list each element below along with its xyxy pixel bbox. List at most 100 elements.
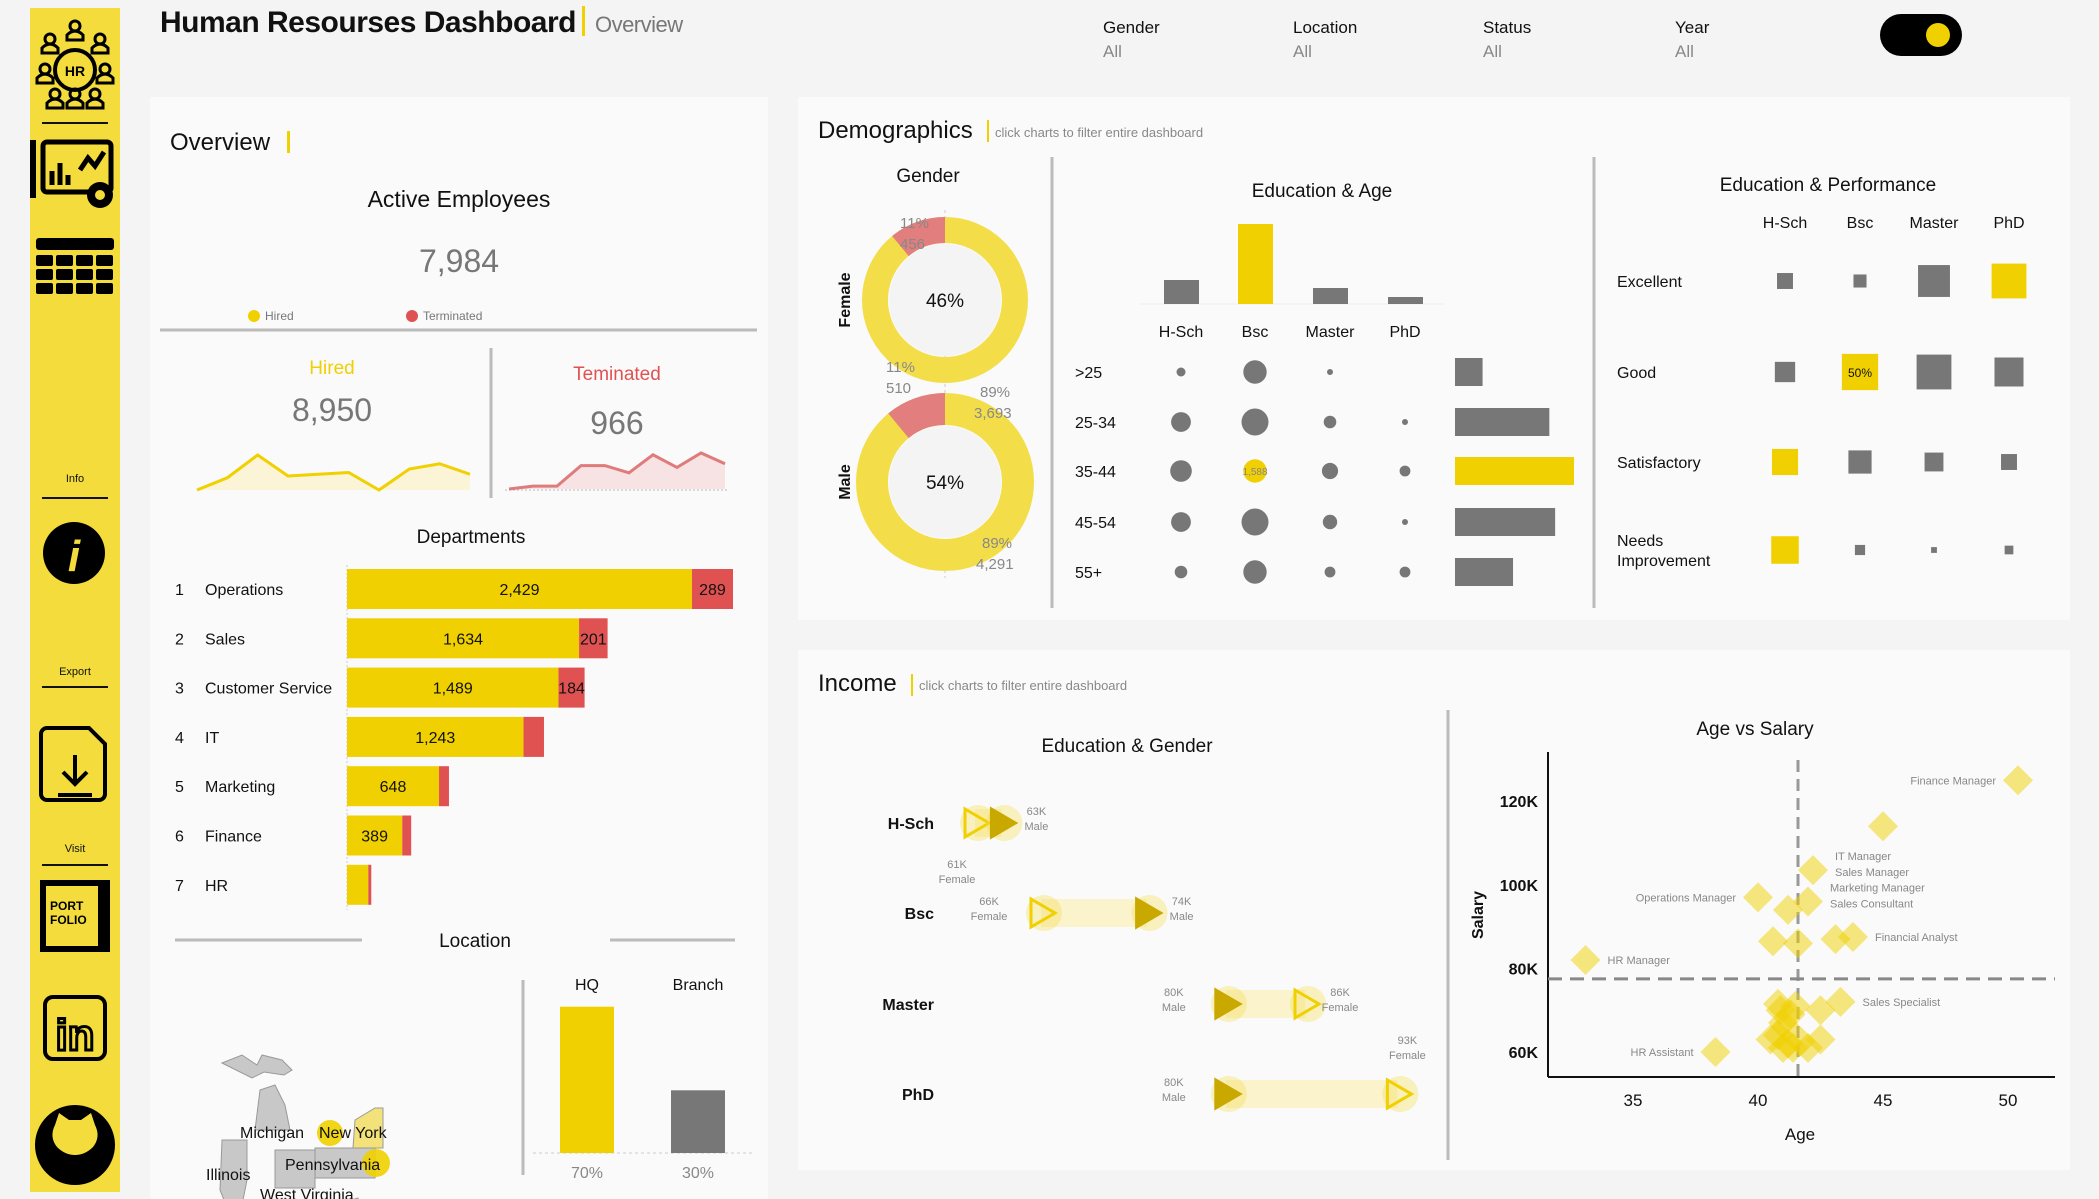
department-hired-bar[interactable] (347, 667, 559, 708)
linkedin-icon[interactable]: in (43, 995, 107, 1062)
education-age-dot[interactable] (1327, 369, 1333, 375)
age-total-bar[interactable] (1455, 508, 1556, 536)
age-total-bar[interactable] (1455, 408, 1550, 436)
education-bar[interactable] (1313, 288, 1348, 304)
department-name[interactable]: Finance (205, 829, 262, 846)
male-terminated-segment[interactable] (888, 393, 945, 439)
department-hired-bar[interactable] (347, 716, 524, 757)
scatter-point[interactable] (1785, 1026, 1816, 1057)
education-age-dot[interactable] (1243, 360, 1267, 384)
department-hired-bar[interactable] (347, 618, 580, 659)
table-nav-icon[interactable] (36, 238, 114, 294)
department-name[interactable]: HR (205, 878, 228, 895)
scatter-point[interactable] (1805, 1024, 1836, 1055)
education-age-dot[interactable] (1241, 508, 1269, 536)
education-age-dot[interactable] (1243, 459, 1267, 483)
performance-square[interactable] (1918, 265, 1950, 297)
department-terminated-bar[interactable] (439, 766, 449, 807)
department-name[interactable]: Marketing (205, 779, 275, 796)
female-terminated-segment[interactable] (892, 217, 945, 257)
department-name[interactable]: Sales (205, 631, 245, 648)
scatter-point[interactable] (1758, 926, 1788, 957)
education-bar[interactable] (1388, 297, 1423, 304)
performance-square[interactable] (1994, 357, 2024, 387)
age-total-bar[interactable] (1455, 457, 1574, 485)
female-marker[interactable] (963, 806, 992, 840)
female-marker[interactable] (1029, 896, 1058, 930)
education-age-dot[interactable] (1402, 419, 1408, 425)
scatter-point[interactable] (1700, 1037, 1731, 1067)
performance-square[interactable] (1854, 544, 1866, 556)
performance-square[interactable] (1916, 354, 1952, 390)
education-age-dot[interactable] (1174, 565, 1188, 579)
scatter-point[interactable] (1798, 855, 1828, 886)
female-marker[interactable] (1385, 1077, 1415, 1111)
filter-year[interactable]: Year All (1675, 18, 1709, 62)
education-age-dot[interactable] (1243, 560, 1267, 584)
location-bar[interactable] (671, 1090, 725, 1153)
performance-square[interactable] (2004, 545, 2014, 555)
theme-toggle[interactable] (1880, 14, 1962, 56)
github-icon[interactable] (35, 1105, 115, 1185)
filter-location[interactable]: Location All (1293, 18, 1357, 62)
department-hired-bar[interactable] (347, 815, 403, 856)
male-marker[interactable] (1135, 896, 1164, 930)
male-marker[interactable] (1214, 1077, 1243, 1111)
education-age-dot[interactable] (1323, 415, 1337, 429)
performance-square[interactable] (1774, 361, 1796, 383)
performance-square[interactable] (1853, 274, 1867, 288)
education-age-dot[interactable] (1321, 462, 1339, 480)
department-name[interactable]: IT (205, 730, 219, 747)
education-bar[interactable] (1164, 280, 1199, 304)
age-total-bar[interactable] (1455, 358, 1483, 386)
performance-square[interactable] (1991, 263, 2027, 299)
scatter-point[interactable] (1868, 811, 1898, 842)
scatter-point[interactable] (2003, 765, 2033, 796)
performance-square[interactable] (1924, 452, 1944, 472)
department-terminated-bar[interactable] (579, 618, 608, 659)
performance-square[interactable] (1771, 536, 1799, 564)
scatter-point[interactable] (1570, 945, 1601, 976)
department-terminated-bar[interactable] (558, 667, 585, 708)
performance-square[interactable] (1848, 450, 1872, 474)
education-bar[interactable] (1238, 224, 1273, 304)
scatter-point[interactable] (1838, 922, 1868, 953)
scatter-point[interactable] (1805, 995, 1836, 1026)
scatter-point[interactable] (1743, 882, 1773, 913)
education-age-dot[interactable] (1399, 566, 1411, 578)
education-age-dot[interactable] (1322, 514, 1338, 530)
performance-square[interactable] (1771, 448, 1799, 476)
scatter-point[interactable] (1820, 924, 1851, 955)
department-terminated-bar[interactable] (523, 716, 544, 757)
education-age-dot[interactable] (1176, 367, 1186, 377)
department-terminated-bar[interactable] (368, 864, 372, 905)
education-age-dot[interactable] (1399, 465, 1411, 477)
department-name[interactable]: Operations (205, 582, 283, 599)
department-hired-bar[interactable] (347, 864, 369, 905)
location-bar[interactable] (560, 1006, 614, 1153)
performance-square[interactable] (1931, 547, 1937, 553)
performance-square[interactable] (1841, 353, 1879, 391)
education-age-dot[interactable] (1402, 519, 1408, 525)
department-terminated-bar[interactable] (402, 815, 412, 856)
department-hired-bar[interactable] (347, 766, 440, 807)
performance-square[interactable] (1777, 273, 1793, 289)
male-marker[interactable] (1214, 987, 1243, 1021)
education-age-dot[interactable] (1171, 512, 1191, 532)
filter-status[interactable]: Status All (1483, 18, 1531, 62)
education-age-dot[interactable] (1170, 460, 1192, 482)
female-marker[interactable] (1293, 987, 1322, 1021)
scatter-point[interactable] (1783, 928, 1813, 959)
scatter-point[interactable] (1773, 894, 1803, 925)
location-map[interactable] (219, 1054, 390, 1199)
education-age-dot[interactable] (1324, 566, 1336, 578)
department-hired-bar[interactable] (347, 569, 692, 609)
performance-square[interactable] (2001, 454, 2017, 470)
download-icon[interactable] (39, 726, 107, 802)
department-terminated-bar[interactable] (691, 569, 733, 609)
male-marker[interactable] (989, 806, 1019, 840)
department-name[interactable]: Customer Service (205, 681, 332, 698)
age-total-bar[interactable] (1455, 558, 1514, 586)
education-age-dot[interactable] (1171, 412, 1191, 432)
